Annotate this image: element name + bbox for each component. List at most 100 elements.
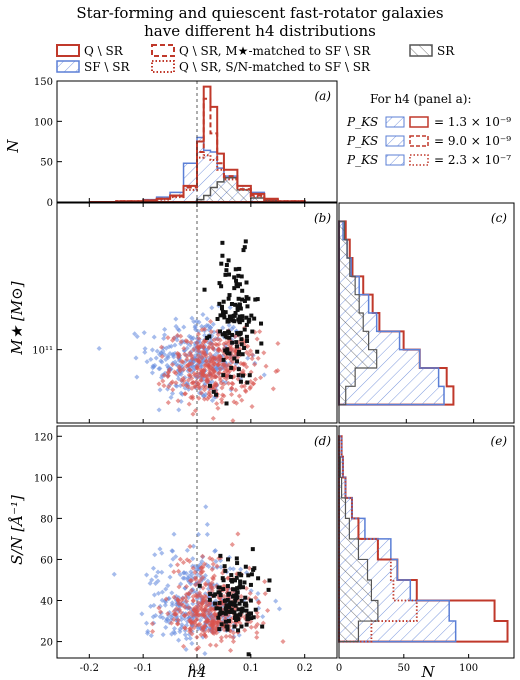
- scatter-point-sr: [205, 335, 210, 340]
- scatter-point-sf: [255, 590, 261, 597]
- tick-label-d-y: 20: [40, 638, 53, 649]
- scatter-point-sr: [229, 301, 234, 306]
- scatter-point-q: [194, 634, 200, 640]
- scatter-point-q: [176, 353, 182, 359]
- scatter-point-sr: [227, 609, 232, 614]
- scatter-point-sr: [221, 587, 226, 592]
- scatter-point-sr: [245, 338, 250, 343]
- scatter-point-q: [161, 372, 167, 378]
- scatter-point-sr: [235, 304, 240, 309]
- panel-c: (c): [338, 202, 515, 424]
- scatter-point-q: [161, 383, 167, 389]
- scatter-point-sf: [148, 356, 154, 362]
- scatter-point-sr: [224, 624, 229, 629]
- scatter-point-sr: [211, 389, 216, 394]
- tick-label-d-y: 120: [34, 432, 53, 443]
- scatter-point-q: [223, 340, 229, 346]
- scatter-point-q: [218, 635, 224, 641]
- panel-label-a: (a): [314, 89, 331, 103]
- scatter-point-q: [182, 391, 189, 397]
- scatter-point-sf: [190, 367, 196, 373]
- scatter-point-q: [216, 346, 222, 352]
- scatter-point-q: [196, 359, 202, 365]
- scatter-point-sr: [252, 566, 257, 571]
- scatter-point-sr: [242, 346, 247, 351]
- scatter-point-sr: [238, 379, 243, 384]
- scatter-point-q: [223, 633, 229, 640]
- scatter-point-sr: [215, 316, 220, 321]
- scatter-point-q: [185, 384, 191, 390]
- scatter-point-q: [214, 401, 220, 407]
- scatter-point-sr: [226, 258, 231, 263]
- scatter-point-sf: [142, 349, 148, 355]
- legend-label-q: Q \ SR: [84, 44, 124, 58]
- scatter-point-q: [202, 373, 208, 379]
- scatter-point-q: [261, 350, 267, 356]
- scatter-point-sr: [246, 573, 251, 578]
- scatter-point-sr: [240, 318, 245, 323]
- scatter-point-q: [193, 357, 199, 363]
- scatter-point-sr: [235, 284, 240, 289]
- scatter-point-sf: [173, 323, 179, 329]
- scatter-point-q: [210, 415, 216, 421]
- scatter-point-q: [171, 569, 177, 575]
- scatter-point-q: [208, 329, 214, 335]
- scatter-point-sf: [168, 394, 174, 400]
- scatter-point-q: [219, 396, 225, 402]
- scatter-point-sf: [142, 346, 148, 352]
- scatter-point-sr: [255, 349, 260, 354]
- scatter-point-sr: [229, 365, 234, 370]
- scatter-point-sf: [96, 345, 102, 351]
- scatter-point-q: [194, 340, 200, 346]
- scatter-point-sr: [248, 598, 253, 603]
- scatter-point-sr: [244, 280, 249, 285]
- scatter-point-sf: [156, 407, 162, 413]
- scatter-point-sr: [217, 600, 222, 605]
- panel-label-d: (d): [314, 434, 331, 448]
- scatter-point-q: [195, 366, 201, 372]
- scatter-point-q: [238, 360, 244, 366]
- scatter-point-sr: [260, 624, 265, 629]
- legend-label-q-mass: Q \ SR, M★-matched to SF \ SR: [179, 44, 371, 58]
- scatter-point-sf: [189, 315, 195, 321]
- hist-a-series-3: [89, 154, 306, 203]
- scatter-point-sr: [226, 317, 231, 322]
- scatter-point-q: [208, 359, 214, 365]
- scatter-point-sf: [144, 572, 150, 578]
- scatter-point-sr: [218, 593, 223, 598]
- scatter-point-q: [280, 638, 286, 645]
- scatter-point-sr: [237, 571, 242, 576]
- scatter-point-q: [233, 400, 240, 406]
- tick-label-d-x: 0.1: [243, 663, 259, 674]
- scatter-point-sr: [237, 612, 242, 617]
- scatter-point-sr: [230, 340, 235, 345]
- scatter-point-sr: [239, 342, 244, 347]
- scatter-point-q: [207, 351, 213, 357]
- ks-value-2: = 9.0 × 10⁻⁹: [434, 134, 511, 148]
- scatter-point-q: [200, 384, 206, 390]
- ks-swatch-q-1: [409, 116, 429, 128]
- scatter-point-sr: [227, 351, 232, 356]
- scatter-point-sf: [238, 566, 244, 572]
- scatter-point-sf: [204, 521, 210, 528]
- scatter-point-sr: [247, 373, 252, 378]
- scatter-point-sf: [157, 387, 163, 393]
- scatter-point-q: [199, 355, 205, 361]
- tick-label-d-x: 0.2: [297, 663, 313, 674]
- scatter-point-sr: [235, 595, 240, 600]
- scatter-point-sf: [192, 324, 198, 331]
- scatter-point-sf: [149, 347, 155, 353]
- legend-label-sf: SF \ SR: [84, 60, 130, 74]
- scatter-point-sr: [236, 373, 241, 378]
- scatter-point-sr: [251, 615, 256, 620]
- scatter-point-sr: [223, 272, 228, 277]
- scatter-point-sf: [153, 573, 159, 579]
- scatter-point-q: [158, 344, 165, 350]
- axis-label-b-y: M★ [M⊙]: [8, 281, 26, 355]
- scatter-point-sr: [227, 293, 232, 298]
- scatter-point-sf: [181, 324, 187, 330]
- scatter-point-q: [270, 386, 276, 392]
- scatter-point-sr: [227, 331, 232, 336]
- scatter-point-sr: [223, 568, 228, 573]
- scatter-point-sf: [161, 335, 167, 342]
